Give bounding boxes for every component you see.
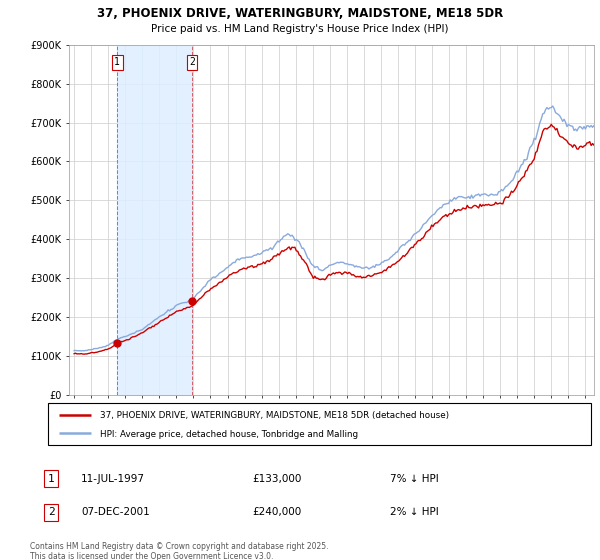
Text: 11-JUL-1997: 11-JUL-1997 (81, 474, 145, 484)
Text: 1: 1 (47, 474, 55, 484)
Text: £133,000: £133,000 (252, 474, 301, 484)
Text: 37, PHOENIX DRIVE, WATERINGBURY, MAIDSTONE, ME18 5DR (detached house): 37, PHOENIX DRIVE, WATERINGBURY, MAIDSTO… (100, 411, 449, 421)
Text: 1: 1 (115, 57, 120, 67)
Text: £240,000: £240,000 (252, 507, 301, 517)
Text: Price paid vs. HM Land Registry's House Price Index (HPI): Price paid vs. HM Land Registry's House … (151, 24, 449, 34)
Text: 7% ↓ HPI: 7% ↓ HPI (390, 474, 439, 484)
Text: 2: 2 (189, 57, 195, 67)
Text: 2: 2 (47, 507, 55, 517)
Text: HPI: Average price, detached house, Tonbridge and Malling: HPI: Average price, detached house, Tonb… (100, 430, 358, 439)
Text: 2% ↓ HPI: 2% ↓ HPI (390, 507, 439, 517)
Text: 07-DEC-2001: 07-DEC-2001 (81, 507, 150, 517)
Text: 37, PHOENIX DRIVE, WATERINGBURY, MAIDSTONE, ME18 5DR: 37, PHOENIX DRIVE, WATERINGBURY, MAIDSTO… (97, 7, 503, 20)
Text: Contains HM Land Registry data © Crown copyright and database right 2025.
This d: Contains HM Land Registry data © Crown c… (30, 542, 329, 560)
